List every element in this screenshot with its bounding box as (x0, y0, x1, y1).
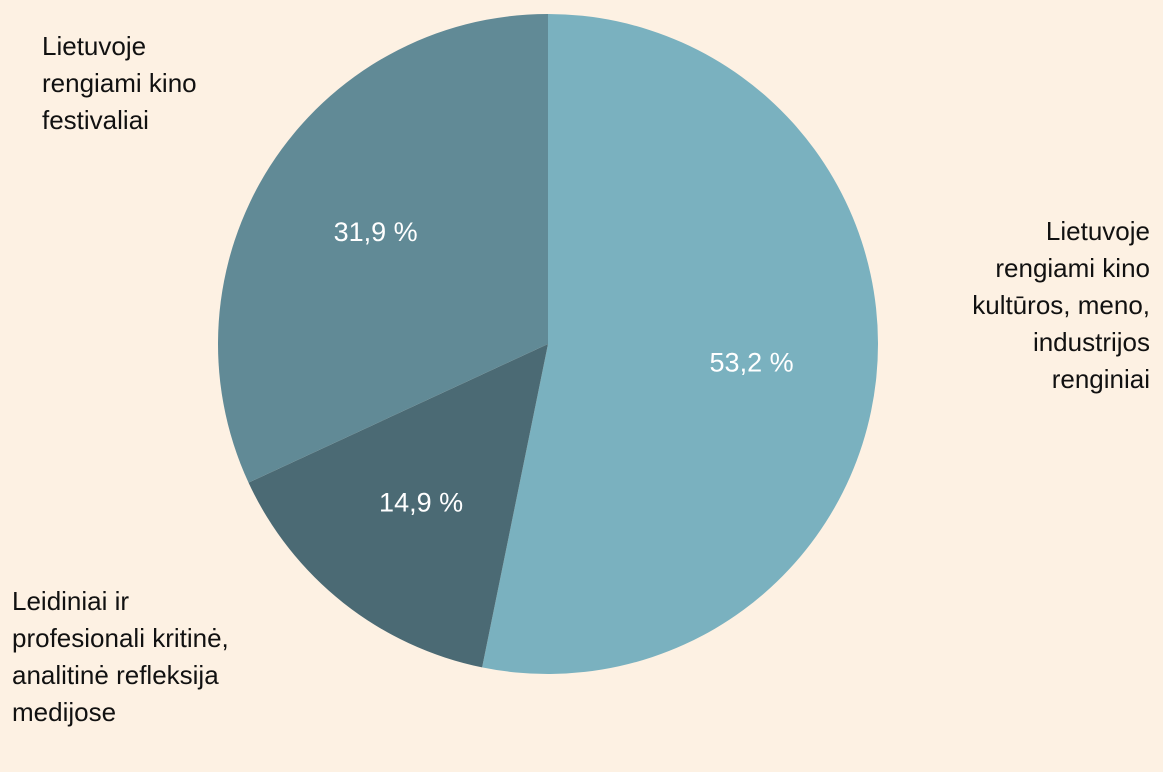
value-label: 31,9 % (334, 217, 418, 247)
category-label: Lietuvoje rengiami kino festivaliai (42, 31, 197, 135)
pie-slice (482, 14, 878, 674)
pie-slice (217, 14, 548, 483)
category-label: Leidiniai ir profesionali kritinė, anali… (12, 586, 229, 727)
value-label: 14,9 % (379, 488, 463, 518)
value-label: 53,2 % (710, 348, 794, 378)
category-label: Lietuvoje rengiami kino kultūros, meno, … (972, 216, 1150, 394)
pie-slice (248, 344, 548, 668)
